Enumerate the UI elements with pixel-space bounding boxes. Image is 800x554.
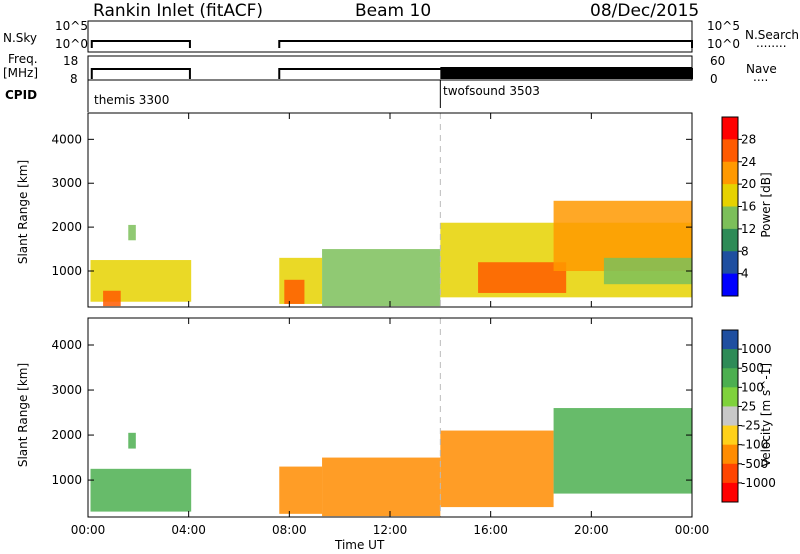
colorbar-segment	[722, 330, 738, 350]
colorbar-segment	[722, 406, 738, 427]
cpid-label: CPID	[5, 88, 38, 102]
scatter-region	[279, 466, 323, 514]
scatter-region	[603, 257, 692, 285]
colorbar-segment	[722, 206, 738, 230]
scatter-region	[103, 290, 121, 307]
y-tick-label: 2000	[51, 428, 82, 442]
scatter-region	[553, 408, 692, 494]
colorbar-tick-label: -100	[741, 438, 768, 452]
colorbar-segment	[722, 387, 738, 407]
colorbar-segment	[722, 425, 738, 446]
colorbar-tick-label: 500	[741, 361, 764, 375]
nsky-panel-frame	[87, 20, 693, 53]
colorbar-tick-label: 100	[741, 380, 764, 394]
x-axis-label: Time UT	[335, 538, 385, 552]
date-title: 08/Dec/2015	[590, 1, 700, 21]
freq-tick-top: 18	[63, 54, 79, 68]
nsearch-dots: ........	[756, 36, 787, 50]
scatter-region	[440, 430, 554, 508]
nsky-label: N.Sky	[3, 31, 38, 45]
velocity-colorbar-label: Velocity [m s^-1]	[759, 362, 773, 468]
freq-unit-label: [MHz]	[3, 66, 39, 80]
colorbar-segment	[722, 161, 738, 185]
scatter-region	[128, 224, 136, 241]
colorbar-frame	[721, 329, 739, 503]
colorbar-tick-label: 16	[741, 200, 756, 214]
y-tick-label: 3000	[51, 176, 82, 190]
colorbar-segment	[722, 184, 738, 207]
nave-tick-bottom: 0	[710, 72, 718, 86]
power-y-axis-label: Slant Range [km]	[16, 159, 30, 265]
freq-trace	[90, 68, 191, 79]
y-tick-label: 3000	[51, 383, 82, 397]
colorbar-segment	[722, 251, 738, 275]
x-tick-label: 16:00	[473, 523, 508, 537]
colorbar-tick-label: -25	[741, 419, 761, 433]
colorbar-tick-label: 28	[741, 132, 756, 146]
colorbar-segment	[722, 117, 738, 140]
nsky-tick-bottom-left: 10^0	[55, 37, 88, 51]
colorbar-segment	[722, 349, 738, 369]
colorbar-segment	[722, 228, 738, 252]
nsky-tick-top-right: 10^5	[707, 19, 740, 33]
scatter-region	[322, 457, 441, 517]
colorbar-segment	[722, 482, 738, 503]
nave-dense-trace	[440, 67, 692, 79]
nave-tick-top: 60	[710, 54, 726, 68]
colorbar-segment	[722, 273, 738, 297]
colorbar-tick-label: -1000	[741, 476, 776, 490]
colorbar-segment	[722, 444, 738, 465]
x-tick-label: 04:00	[171, 523, 206, 537]
scatter-region	[284, 279, 305, 304]
colorbar-tick-label: 1000	[741, 342, 772, 356]
y-tick-label: 1000	[51, 473, 82, 487]
nsearch-label: N.Search	[745, 28, 800, 42]
nsky-trace	[278, 40, 693, 48]
colorbar-tick-label: 25	[741, 399, 756, 413]
scatter-region	[322, 249, 441, 307]
x-tick-label: 12:00	[373, 523, 408, 537]
x-tick-label: 00:00	[675, 523, 710, 537]
colorbar-tick-label: 24	[741, 155, 756, 169]
colorbar-tick-label: 8	[741, 244, 749, 258]
colorbar-segment	[722, 368, 738, 388]
colorbar-segment	[722, 139, 738, 163]
scatter-region	[128, 432, 136, 449]
x-tick-label: 08:00	[272, 523, 307, 537]
colorbar-tick-label: 4	[741, 267, 749, 281]
y-tick-label: 2000	[51, 220, 82, 234]
colorbar-tick-label: -500	[741, 457, 768, 471]
station-title: Rankin Inlet (fitACF)	[93, 1, 264, 21]
y-tick-label: 4000	[51, 132, 82, 146]
nave-label: Nave	[746, 62, 777, 76]
colorbar-segment	[722, 463, 738, 484]
velocity-y-axis-label: Slant Range [km]	[16, 362, 30, 468]
freq-tick-bottom: 8	[70, 72, 78, 86]
nave-dots: ....	[753, 70, 769, 84]
cpid-program-1: themis 3300	[94, 93, 170, 107]
colorbar-tick-label: 12	[741, 222, 756, 236]
nsky-tick-top-left: 10^5	[55, 19, 88, 33]
nsky-tick-bottom-right: 10^0	[707, 37, 740, 51]
scatter-region	[478, 262, 567, 293]
beam-title: Beam 10	[355, 1, 432, 21]
scatter-region	[90, 468, 192, 512]
nsky-trace	[90, 40, 191, 48]
y-tick-label: 1000	[51, 264, 82, 278]
x-tick-label: 20:00	[574, 523, 609, 537]
freq-label: Freq.	[8, 52, 38, 66]
x-tick-label: 00:00	[71, 523, 106, 537]
colorbar-tick-label: 20	[741, 177, 756, 191]
y-tick-label: 4000	[51, 338, 82, 352]
power-colorbar-label: Power [dB]	[759, 172, 773, 238]
cpid-program-2: twofsound 3503	[443, 84, 540, 98]
